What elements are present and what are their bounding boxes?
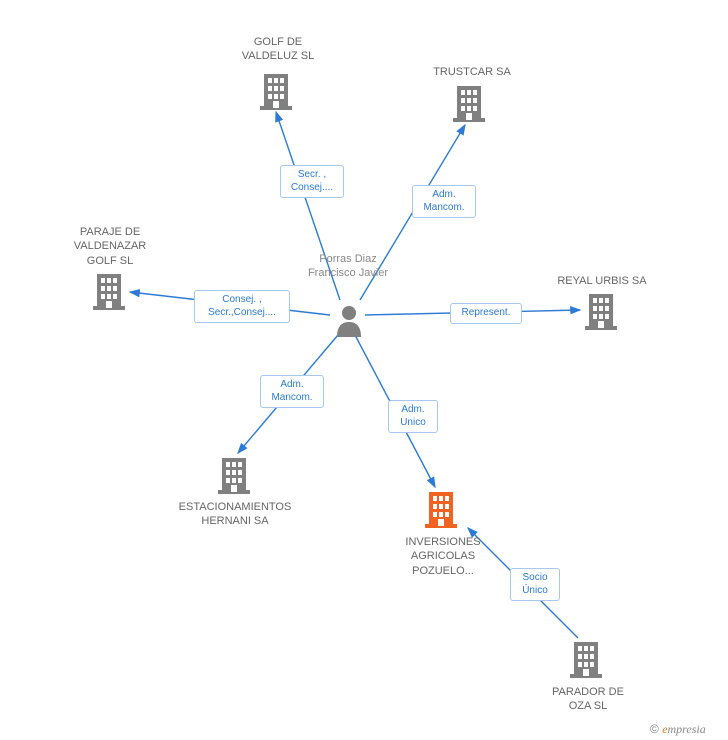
building-icon [453,84,485,122]
edge-label: Socio Único [510,568,560,601]
edge-label: Secr. , Consej.... [280,165,344,198]
edge-layer [0,0,728,740]
building-icon [570,640,602,678]
building-icon [93,272,125,310]
company-label-estacion: ESTACIONAMIENTOS HERNANI SA [155,500,315,529]
edge-label: Adm. Unico [388,400,438,433]
edge-label: Consej. , Secr.,Consej.... [194,290,290,323]
edge-label: Represent. [450,303,522,324]
building-icon [425,490,457,528]
company-label-golf_valdeluz: GOLF DE VALDELUZ SL [223,35,333,64]
company-label-paraje: PARAJE DE VALDENAZAR GOLF SL [55,225,165,268]
copyright: © empresia [650,722,706,737]
building-icon [585,292,617,330]
company-label-inversiones: INVERSIONES AGRICOLAS POZUELO... [383,535,503,578]
center-person-label: Porras Diaz Francisco Javier [303,252,393,281]
edge-label: Adm. Mancom. [260,375,324,408]
company-label-parador: PARADOR DE OZA SL [533,685,643,714]
edge-label: Adm. Mancom. [412,185,476,218]
company-label-trustcar: TRUSTCAR SA [417,65,527,79]
company-label-reyal: REYAL URBIS SA [542,274,662,288]
copyright-symbol: © [650,722,659,736]
brand-rest: mpresia [668,722,706,736]
person-icon [335,305,363,342]
building-icon [260,72,292,110]
building-icon [218,456,250,494]
